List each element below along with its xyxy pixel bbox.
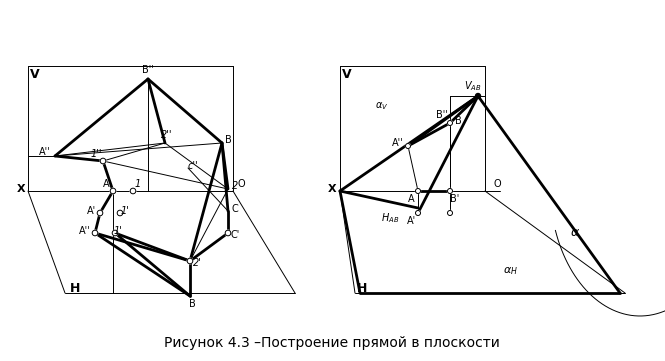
Circle shape — [100, 158, 106, 164]
Circle shape — [97, 210, 103, 216]
Text: c'': c'' — [188, 161, 198, 171]
Circle shape — [188, 258, 193, 264]
Text: O: O — [493, 179, 501, 189]
Text: B: B — [189, 299, 196, 309]
Text: O: O — [237, 179, 245, 189]
Text: 2: 2 — [232, 181, 238, 191]
Text: 1': 1' — [120, 206, 130, 216]
Text: A: A — [408, 194, 414, 204]
Circle shape — [406, 144, 410, 148]
Text: 1'': 1'' — [90, 149, 102, 159]
Text: B': B' — [450, 194, 460, 204]
Circle shape — [448, 210, 452, 216]
Text: V: V — [342, 68, 352, 81]
Text: 2': 2' — [193, 258, 201, 268]
Text: H: H — [70, 282, 80, 295]
Text: C: C — [231, 204, 238, 214]
Text: A'': A'' — [39, 147, 51, 157]
Circle shape — [475, 93, 481, 99]
Text: A': A' — [86, 206, 96, 216]
Text: A': A' — [406, 216, 416, 226]
Text: 1: 1 — [135, 179, 141, 189]
Circle shape — [92, 230, 98, 236]
Circle shape — [112, 230, 118, 236]
Circle shape — [110, 188, 116, 194]
Text: V: V — [30, 68, 40, 81]
Circle shape — [416, 210, 420, 216]
Text: $V_{AB}$: $V_{AB}$ — [464, 79, 481, 93]
Circle shape — [130, 188, 136, 194]
Circle shape — [416, 188, 420, 193]
Circle shape — [225, 230, 231, 236]
Text: $H_{AB}$: $H_{AB}$ — [381, 211, 399, 225]
Text: A: A — [102, 179, 109, 189]
Text: B: B — [225, 135, 231, 145]
Text: $\alpha_V$: $\alpha_V$ — [375, 100, 389, 112]
Text: C': C' — [230, 230, 239, 240]
Text: $\alpha_H$: $\alpha_H$ — [503, 265, 517, 277]
Text: B'': B'' — [142, 65, 154, 75]
Circle shape — [448, 188, 452, 193]
Text: 2'': 2'' — [161, 130, 173, 140]
Text: B'': B'' — [436, 110, 448, 120]
Text: $\alpha$: $\alpha$ — [570, 226, 580, 239]
Text: X: X — [17, 184, 25, 194]
Circle shape — [117, 210, 123, 216]
Text: A'': A'' — [79, 226, 91, 236]
Text: B: B — [455, 116, 462, 126]
Text: 1': 1' — [114, 226, 122, 236]
Text: X: X — [328, 184, 336, 194]
Text: Рисунок 4.3 –Построение прямой в плоскости: Рисунок 4.3 –Построение прямой в плоскос… — [164, 336, 500, 350]
Text: H: H — [357, 282, 367, 295]
Text: A'': A'' — [392, 138, 404, 148]
Circle shape — [448, 121, 452, 126]
